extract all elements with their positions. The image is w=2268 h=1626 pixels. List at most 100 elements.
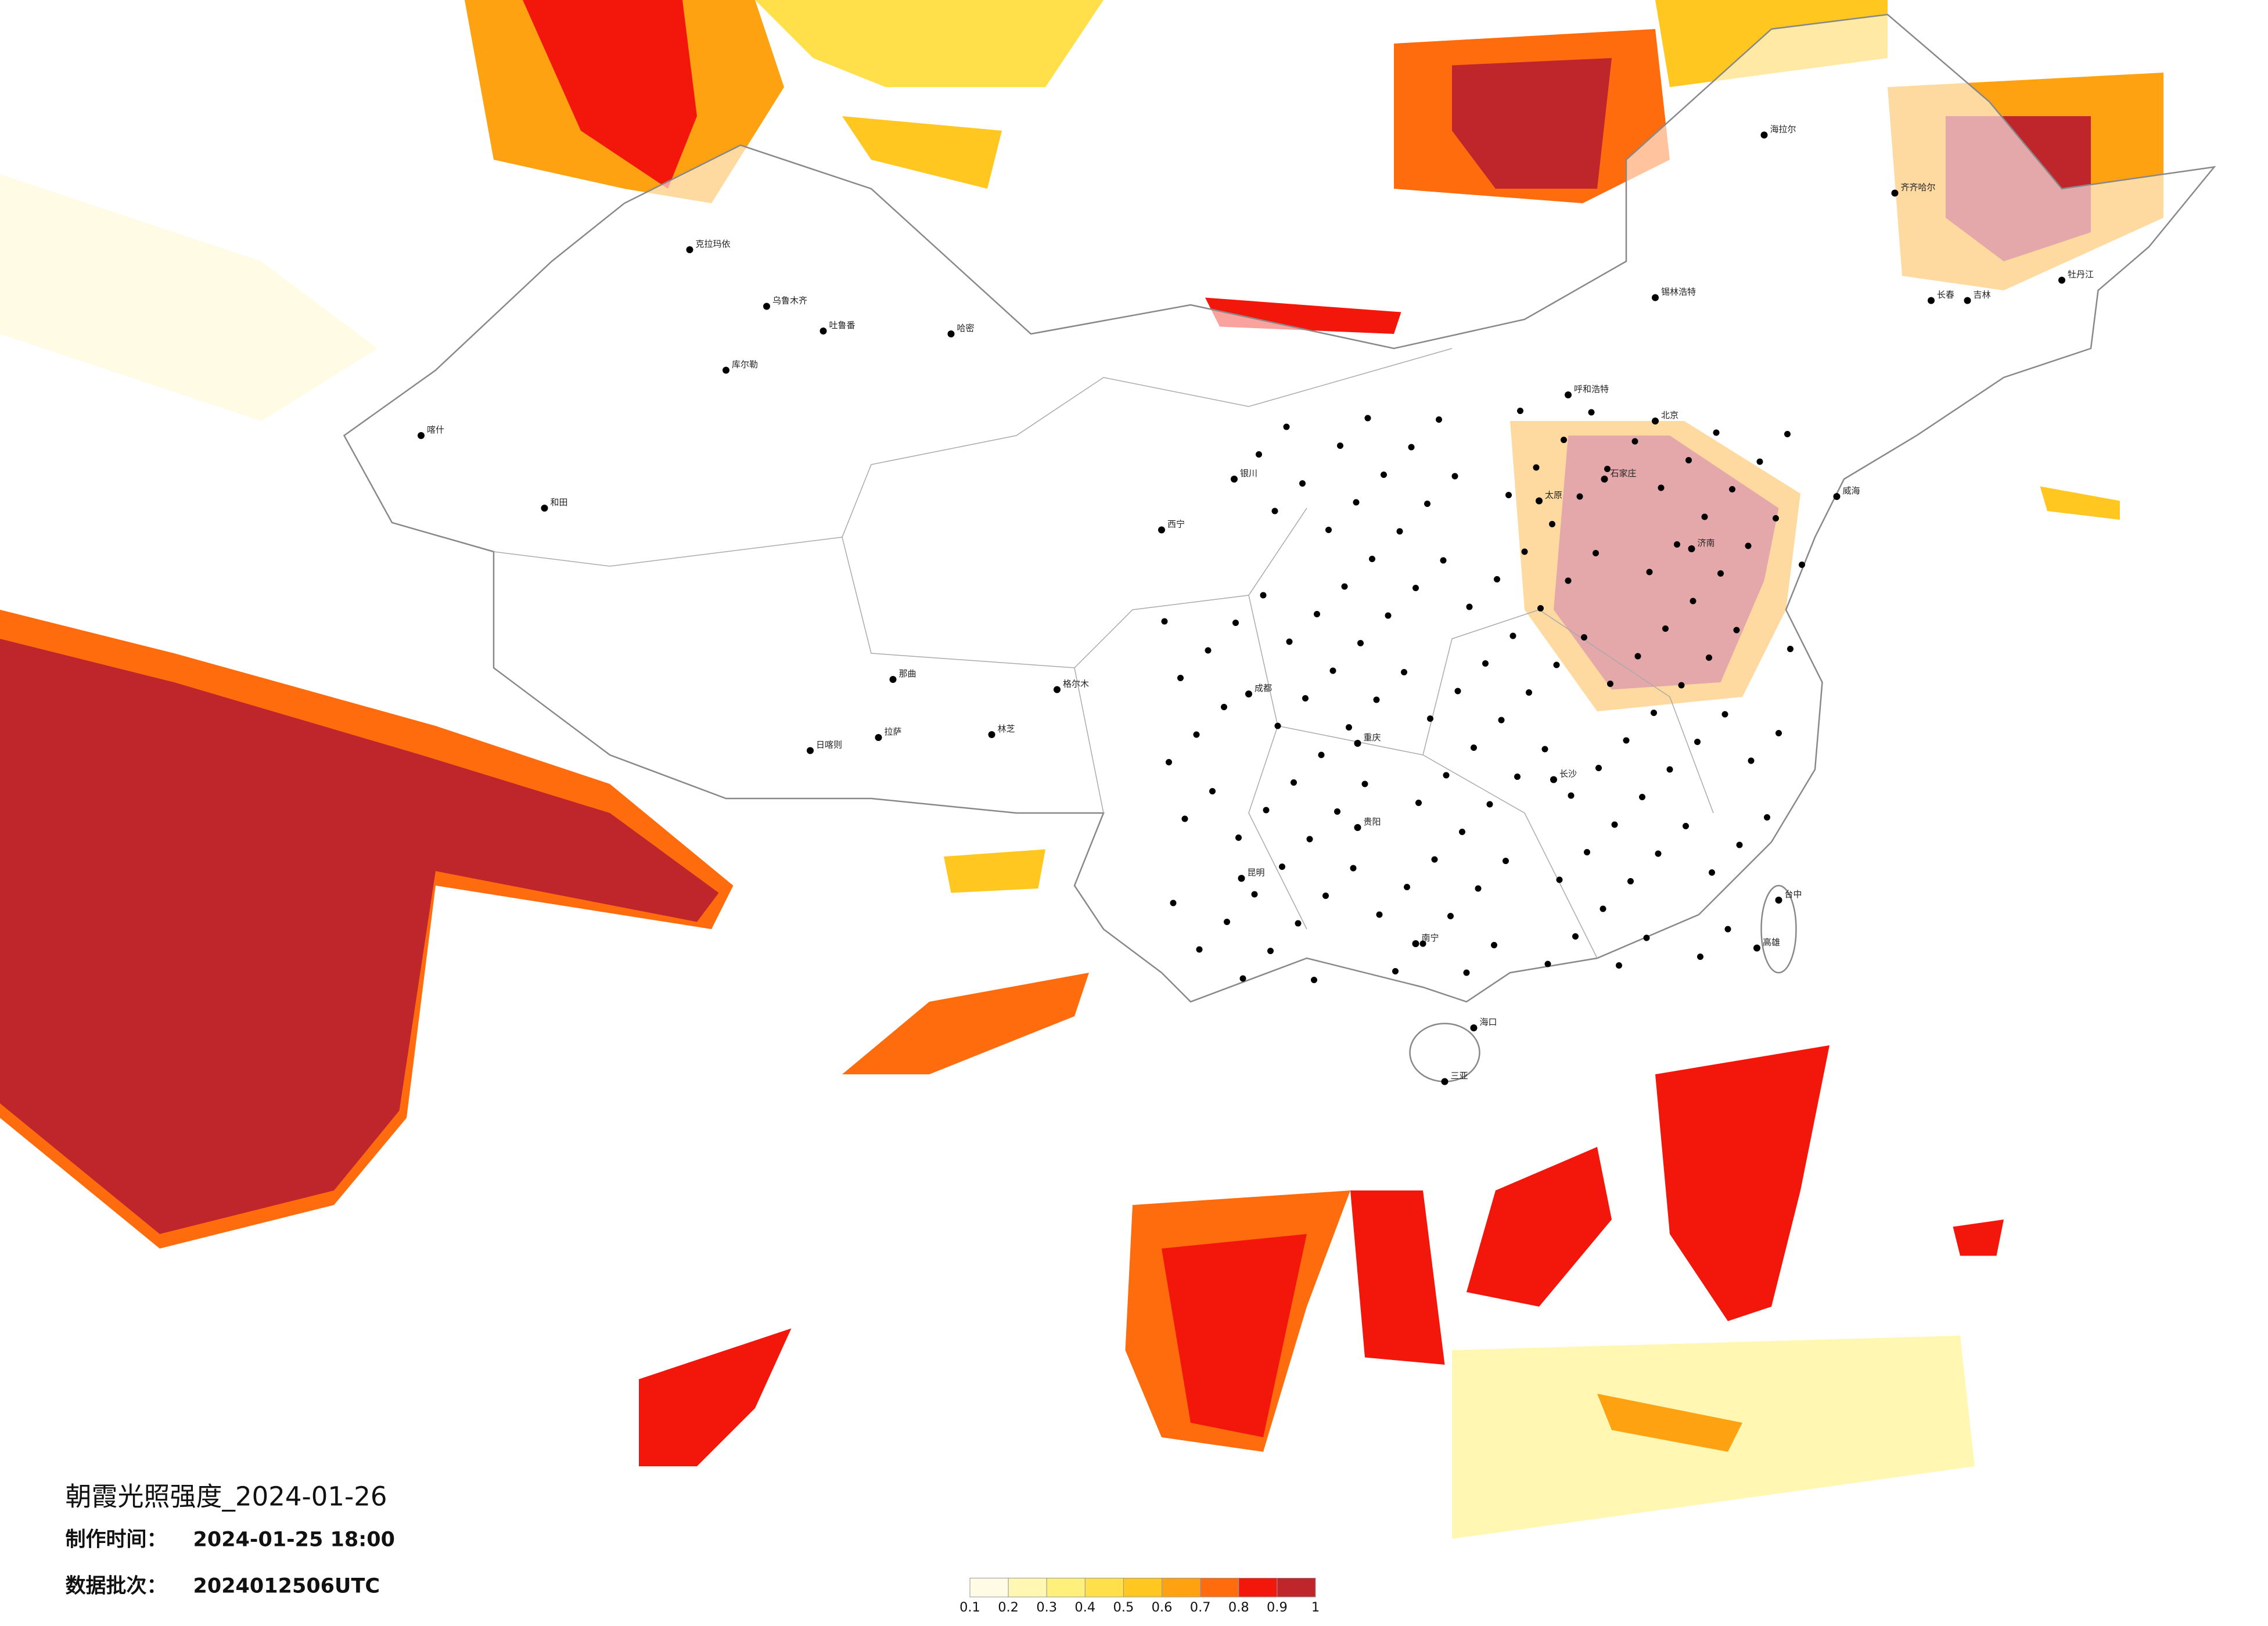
heat-area bbox=[842, 973, 1089, 1074]
city-dot bbox=[1459, 829, 1465, 835]
city-dot bbox=[1369, 556, 1375, 562]
legend: 0.1 0.2 0.3 0.4 0.5 0.6 0.7 0.8 0.9 1 bbox=[959, 1578, 1320, 1615]
city-dot bbox=[1584, 849, 1591, 855]
city-label: 长春 bbox=[1937, 290, 1954, 300]
legend-tick-label: 0.8 bbox=[1228, 1600, 1249, 1615]
city-label: 威海 bbox=[1843, 485, 1860, 496]
city-dot bbox=[1685, 457, 1692, 463]
city-label: 日喀则 bbox=[816, 740, 842, 750]
city-dot bbox=[1271, 508, 1278, 515]
city-label: 吐鲁番 bbox=[829, 320, 856, 330]
city-dot bbox=[1299, 480, 1306, 487]
city-dot bbox=[1576, 493, 1583, 500]
city-dot bbox=[1833, 493, 1841, 500]
city-dot bbox=[1639, 794, 1646, 800]
city-dot bbox=[1224, 919, 1230, 925]
map-title: 朝霞光照强度_2024-01-26 bbox=[66, 1481, 387, 1512]
city-dot bbox=[1514, 774, 1521, 780]
city-dot bbox=[1572, 933, 1579, 940]
city-label: 林芝 bbox=[998, 724, 1015, 734]
city-dot bbox=[889, 676, 897, 683]
city-dot bbox=[807, 747, 814, 754]
info-value: 2024-01-25 18:00 bbox=[193, 1528, 395, 1552]
city-dot bbox=[1291, 779, 1297, 786]
city-label: 南宁 bbox=[1422, 933, 1439, 943]
city-dot bbox=[1666, 766, 1673, 773]
city-dot bbox=[1440, 557, 1447, 564]
heat-area bbox=[523, 0, 697, 189]
city-dot bbox=[1607, 681, 1614, 687]
city-dot bbox=[1694, 739, 1701, 745]
city-dot bbox=[1424, 501, 1430, 507]
city-dot bbox=[1302, 695, 1309, 702]
city-dot bbox=[1537, 605, 1544, 611]
city-dot bbox=[1401, 669, 1407, 675]
city-dot bbox=[686, 246, 693, 254]
heat-area bbox=[842, 116, 1002, 189]
city-dot bbox=[1486, 801, 1493, 808]
city-dot bbox=[1482, 660, 1489, 667]
province-border bbox=[493, 348, 1714, 959]
city-dot bbox=[1600, 905, 1606, 912]
city-dot bbox=[1346, 724, 1352, 731]
city-label: 和田 bbox=[551, 497, 568, 508]
city-label: 长沙 bbox=[1559, 769, 1577, 779]
city-dot bbox=[1787, 646, 1794, 652]
city-dot bbox=[1697, 954, 1704, 960]
city-dot bbox=[988, 731, 995, 738]
city-dot bbox=[1311, 977, 1317, 983]
city-label: 乌鲁木齐 bbox=[772, 296, 807, 306]
heat-area bbox=[944, 849, 1045, 893]
city-dot bbox=[1491, 942, 1498, 948]
city-dot bbox=[1353, 499, 1360, 506]
legend-swatch bbox=[1084, 1578, 1124, 1598]
city-dot bbox=[723, 366, 729, 374]
city-label: 呼和浩特 bbox=[1574, 384, 1609, 394]
city-dot bbox=[1350, 865, 1357, 872]
city-dot bbox=[1322, 893, 1329, 899]
city-dot bbox=[1674, 541, 1681, 548]
city-dot bbox=[1729, 486, 1736, 492]
heat-area bbox=[1597, 1394, 1742, 1452]
city-dot bbox=[1652, 294, 1659, 301]
city-dot bbox=[1274, 722, 1281, 729]
city-dot bbox=[1651, 710, 1658, 716]
city-dot bbox=[1706, 654, 1713, 661]
city-dot bbox=[1631, 438, 1638, 445]
heat-area bbox=[1467, 1147, 1612, 1307]
city-dot bbox=[1325, 527, 1332, 533]
city-dot bbox=[1753, 944, 1760, 952]
city-dot bbox=[1334, 808, 1340, 815]
city-dot bbox=[1209, 788, 1216, 794]
city-dot bbox=[1623, 737, 1630, 744]
heat-area bbox=[0, 174, 378, 421]
heat-area bbox=[1655, 1045, 1830, 1321]
city-dot bbox=[1341, 583, 1348, 590]
city-dot bbox=[1627, 878, 1634, 884]
city-dot bbox=[1556, 876, 1563, 883]
city-dot bbox=[1721, 711, 1728, 718]
city-dot bbox=[1443, 772, 1450, 779]
hainan bbox=[1409, 1023, 1480, 1082]
city-label: 库尔勒 bbox=[732, 359, 758, 370]
city-dot bbox=[1550, 776, 1557, 783]
city-dot bbox=[1690, 598, 1696, 605]
city-label: 石家庄 bbox=[1611, 468, 1637, 479]
city-dot bbox=[1616, 962, 1623, 969]
heat-area bbox=[0, 639, 719, 1234]
legend-tick-label: 1 bbox=[1311, 1600, 1320, 1615]
city-dot bbox=[1427, 715, 1433, 722]
city-dot bbox=[1361, 780, 1368, 787]
city-dot bbox=[1544, 961, 1551, 967]
city-label: 齐齐哈尔 bbox=[1901, 182, 1936, 193]
info-label: 数据批次： bbox=[66, 1575, 167, 1598]
city-dot bbox=[1158, 526, 1165, 534]
city-dot bbox=[1717, 570, 1724, 577]
city-dot bbox=[1447, 913, 1454, 919]
city-dot bbox=[1498, 717, 1505, 724]
city-dot bbox=[1709, 869, 1716, 876]
city-dot bbox=[1354, 824, 1361, 831]
city-dot bbox=[1161, 618, 1168, 625]
city-dot bbox=[1745, 542, 1752, 549]
